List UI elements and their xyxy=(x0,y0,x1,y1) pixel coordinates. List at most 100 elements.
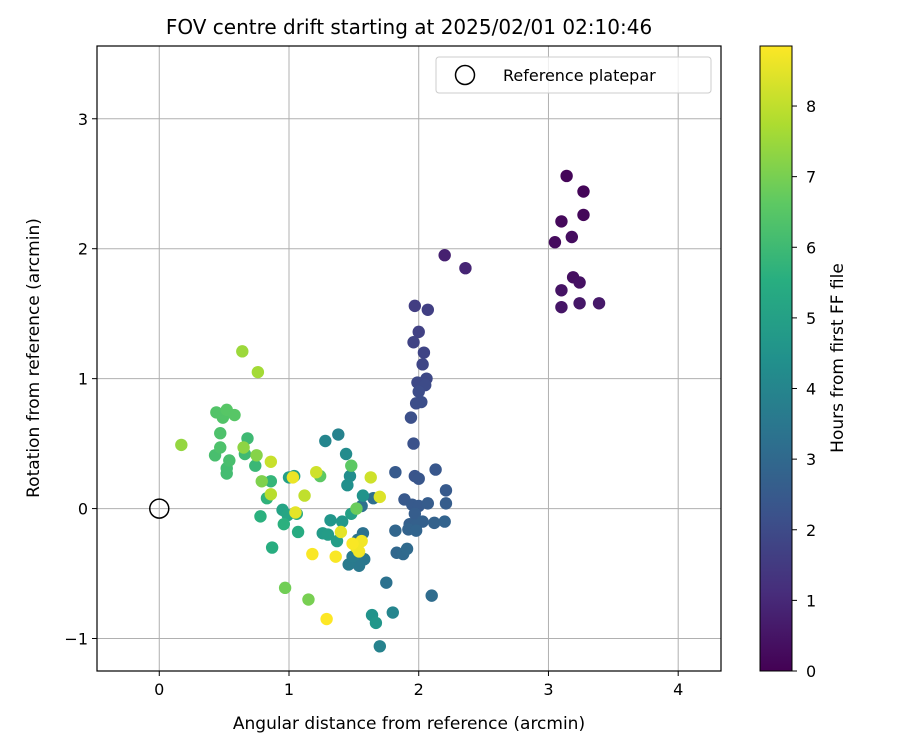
scatter-point xyxy=(277,517,291,531)
legend-marker-icon xyxy=(454,64,476,86)
scatter-point xyxy=(228,408,241,422)
chart-title: FOV centre drift starting at 2025/02/01 … xyxy=(166,15,652,39)
plot-frame xyxy=(96,45,722,672)
y-tick-label: 2 xyxy=(78,240,88,259)
scatter-point xyxy=(236,345,249,358)
scatter-point xyxy=(352,559,366,572)
scatter-point xyxy=(409,524,423,537)
scatter-point xyxy=(577,185,590,198)
scatter-point xyxy=(265,541,279,554)
scatter-point xyxy=(428,516,441,530)
scatter-point xyxy=(175,438,188,452)
scatter-point xyxy=(438,248,451,262)
y-tick-label: 1 xyxy=(78,370,88,389)
y-axis-label: Rotation from reference (arcmin) xyxy=(24,218,44,498)
scatter-point xyxy=(429,463,442,476)
scatter-point xyxy=(417,346,431,359)
scatter-point xyxy=(400,542,414,556)
scatter-point xyxy=(408,299,422,313)
colorbar-tick-label: 8 xyxy=(806,97,816,116)
y-tick-label: −1 xyxy=(64,630,88,649)
reference-platepar-marker xyxy=(149,498,170,519)
colorbar-tick-label: 2 xyxy=(806,521,816,540)
scatter-point xyxy=(306,547,319,561)
scatter-point xyxy=(278,581,292,595)
scatter-point xyxy=(346,537,359,550)
scatter-point xyxy=(555,300,568,314)
scatter-point xyxy=(421,497,435,510)
scatter-point xyxy=(334,525,348,539)
x-tick-label: 4 xyxy=(673,680,683,699)
scatter-point xyxy=(286,471,300,484)
x-tick-label: 0 xyxy=(154,680,164,699)
scatter-point xyxy=(210,406,223,419)
grid-lines xyxy=(97,46,721,671)
scatter-point xyxy=(389,524,402,537)
scatter-point xyxy=(332,428,345,441)
scatter-point xyxy=(404,411,418,424)
scatter-point xyxy=(373,490,387,504)
legend-box xyxy=(435,56,712,94)
scatter-point xyxy=(421,303,435,316)
scatter-point xyxy=(324,514,337,527)
scatter-point xyxy=(412,472,425,485)
scatter-point xyxy=(254,510,267,523)
scatter-point xyxy=(251,365,265,379)
scatter-point xyxy=(321,528,335,541)
scatter-point xyxy=(289,506,302,519)
scatter-point xyxy=(560,169,573,183)
scatter-point xyxy=(373,640,387,653)
scatter-point xyxy=(345,459,358,472)
scatter-point xyxy=(310,465,323,479)
colorbar-label: Hours from first FF file xyxy=(828,263,848,453)
scatter-point xyxy=(386,606,399,619)
colorbar: 0 1 2 3 4 5 6 7 8 Hours from first FF file xyxy=(759,45,848,681)
data-points xyxy=(175,169,606,653)
x-tick-label: 3 xyxy=(543,680,553,699)
scatter-point xyxy=(264,475,278,488)
scatter-point xyxy=(459,261,472,275)
scatter-point xyxy=(214,427,227,440)
scatter-point xyxy=(548,236,562,249)
scatter-point xyxy=(389,465,402,479)
scatter-point xyxy=(339,447,353,461)
scatter-point xyxy=(264,455,278,469)
scatter-point xyxy=(237,441,250,454)
x-axis-ticks: 0 1 2 3 4 xyxy=(154,671,683,699)
scatter-point xyxy=(409,397,423,410)
x-tick-label: 1 xyxy=(284,680,294,699)
scatter-point xyxy=(416,358,429,371)
scatter-point xyxy=(412,385,425,398)
x-axis-label: Angular distance from reference (arcmin) xyxy=(233,714,585,734)
scatter-point xyxy=(555,284,568,297)
scatter-point xyxy=(380,576,393,589)
scatter-point xyxy=(291,525,305,539)
colorbar-ticks: 0 1 2 3 4 5 6 7 8 xyxy=(792,97,816,681)
legend: Reference platepar xyxy=(435,56,712,94)
scatter-point xyxy=(341,478,354,492)
scatter-point xyxy=(250,449,263,462)
y-tick-label: 0 xyxy=(78,500,88,519)
scatter-point xyxy=(425,589,438,602)
colorbar-tick-label: 0 xyxy=(806,662,816,681)
scatter-point xyxy=(592,297,606,310)
scatter-point xyxy=(223,454,236,467)
scatter-point xyxy=(573,297,586,310)
colorbar-tick-label: 4 xyxy=(806,380,816,399)
colorbar-tick-label: 6 xyxy=(806,238,816,257)
scatter-point xyxy=(416,515,429,528)
colorbar-tick-label: 5 xyxy=(806,309,816,328)
scatter-point xyxy=(412,325,425,339)
scatter-point xyxy=(264,488,278,501)
scatter-point xyxy=(350,502,363,515)
scatter-point xyxy=(439,497,453,510)
colorbar-tick-label: 7 xyxy=(806,168,816,187)
scatter-point xyxy=(573,276,586,289)
scatter-point xyxy=(255,475,268,488)
scatter-point xyxy=(214,441,227,454)
scatter-point xyxy=(555,215,568,228)
x-tick-label: 2 xyxy=(414,680,424,699)
y-tick-label: 3 xyxy=(78,110,88,129)
scatter-point xyxy=(302,593,315,606)
